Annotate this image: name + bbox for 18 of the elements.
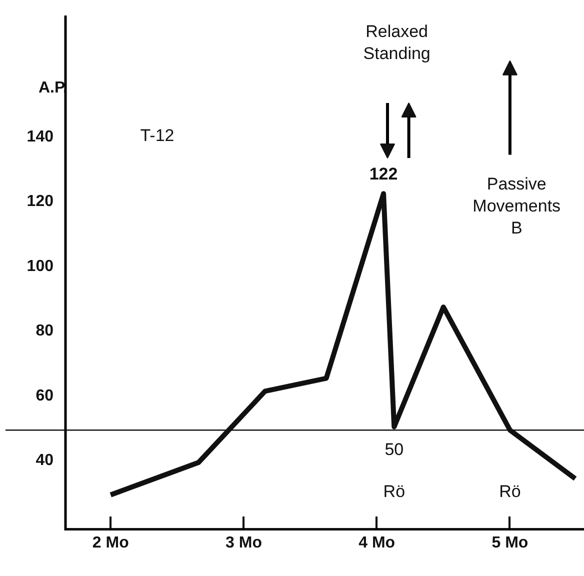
x-tick-label: 5 Mo <box>492 534 528 552</box>
y-tick-label: 60 <box>36 387 54 404</box>
y-tick-label: 40 <box>36 452 54 470</box>
y-tick-label: 120 <box>26 193 54 210</box>
annotation: 50 <box>384 440 404 459</box>
annotation: Passive Movements B <box>472 174 561 238</box>
y-tick-label: 100 <box>26 258 54 275</box>
annotation: Rö <box>383 482 406 502</box>
x-tick-label: 4 Mo <box>358 534 396 552</box>
annotation: T-12 <box>140 126 174 145</box>
y-tick-label: 80 <box>36 322 54 340</box>
y-axis-title: A.P. <box>38 79 68 96</box>
y-tick-label: 140 <box>26 128 54 146</box>
x-tick-label: 3 Mo <box>226 534 262 552</box>
annotation: Rö <box>499 482 521 502</box>
annotation: Relaxed Standing <box>363 22 430 64</box>
annotation: 122 <box>369 164 398 184</box>
x-tick-label: 2 Mo <box>92 534 130 552</box>
